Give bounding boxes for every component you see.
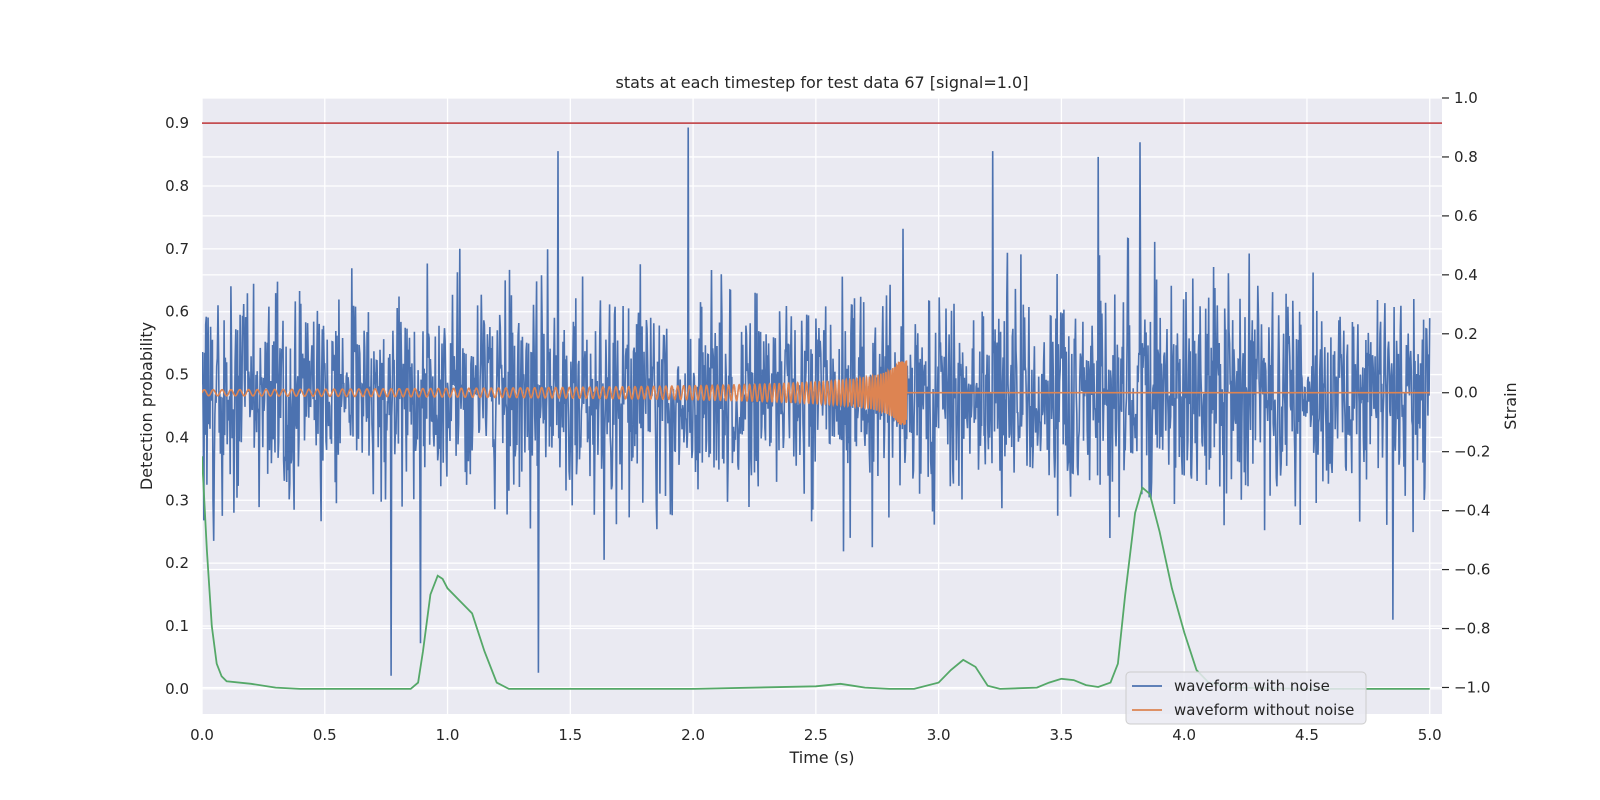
legend-box <box>1125 671 1367 725</box>
series-waveform-with-noise <box>202 127 1431 676</box>
y-tick-label: 0.1 <box>165 617 189 635</box>
y2-axis-ticks: −1.0 −0.8 −0.6 −0.4 −0.2 0.0 0.2 0.4 0.6 0.8 1.0 <box>1442 89 1490 696</box>
y2-tick-label: −0.8 <box>1454 620 1490 638</box>
y2-tick-label: 0.6 <box>1454 207 1478 225</box>
x-tick-label: 2.5 <box>804 726 828 744</box>
y-tick-label: 0.7 <box>165 240 189 258</box>
legend-label-waveform-with-noise: waveform with noise <box>1174 677 1330 695</box>
legend: waveform with noise waveform without noi… <box>1125 671 1367 725</box>
x-tick-label: 4.0 <box>1172 726 1196 744</box>
x-axis-label: Time (s) <box>788 748 854 767</box>
x-tick-label: 4.5 <box>1295 726 1319 744</box>
y-tick-label: 0.4 <box>165 428 189 446</box>
y2-tick-label: 0.0 <box>1454 384 1478 402</box>
y2-tick-label: 0.2 <box>1454 325 1478 343</box>
plot-area <box>202 122 1442 690</box>
y-tick-label: 0.8 <box>165 177 189 195</box>
x-tick-label: 5.0 <box>1418 726 1442 744</box>
y-tick-label: 0.2 <box>165 554 189 572</box>
y2-tick-label: −0.6 <box>1454 561 1490 579</box>
y2-tick-label: −0.4 <box>1454 502 1490 520</box>
chart-title: stats at each timestep for test data 67 … <box>616 73 1029 92</box>
series-waveform-without-noise <box>202 360 1430 426</box>
y2-tick-label: 0.8 <box>1454 148 1478 166</box>
y-axis-ticks: 0.0 0.1 0.2 0.3 0.4 0.5 0.6 0.7 0.8 0.9 <box>165 114 189 698</box>
x-tick-label: 2.0 <box>681 726 705 744</box>
x-tick-label: 1.5 <box>558 726 582 744</box>
x-tick-label: 3.0 <box>927 726 951 744</box>
y2-tick-label: −0.2 <box>1454 443 1490 461</box>
x-tick-label: 3.5 <box>1049 726 1073 744</box>
y-tick-label: 0.6 <box>165 303 189 321</box>
legend-label-waveform-without-noise: waveform without noise <box>1174 701 1354 719</box>
y-tick-label: 0.0 <box>165 680 189 698</box>
y-tick-label: 0.3 <box>165 491 189 509</box>
x-tick-label: 0.0 <box>190 726 214 744</box>
y-axis-label: Detection probability <box>137 322 156 490</box>
y-tick-label: 0.9 <box>165 114 189 132</box>
x-tick-label: 0.5 <box>313 726 337 744</box>
x-tick-label: 1.0 <box>436 726 460 744</box>
y-tick-label: 0.5 <box>165 366 189 384</box>
y2-axis-label: Strain <box>1501 382 1520 429</box>
y2-tick-label: −1.0 <box>1454 678 1490 696</box>
series-detection-probability <box>202 456 1430 690</box>
y2-tick-label: 0.4 <box>1454 266 1478 284</box>
x-axis-ticks: 0.0 0.5 1.0 1.5 2.0 2.5 3.0 3.5 4.0 4.5 5.0 <box>190 726 1442 744</box>
y2-tick-label: 1.0 <box>1454 89 1478 107</box>
